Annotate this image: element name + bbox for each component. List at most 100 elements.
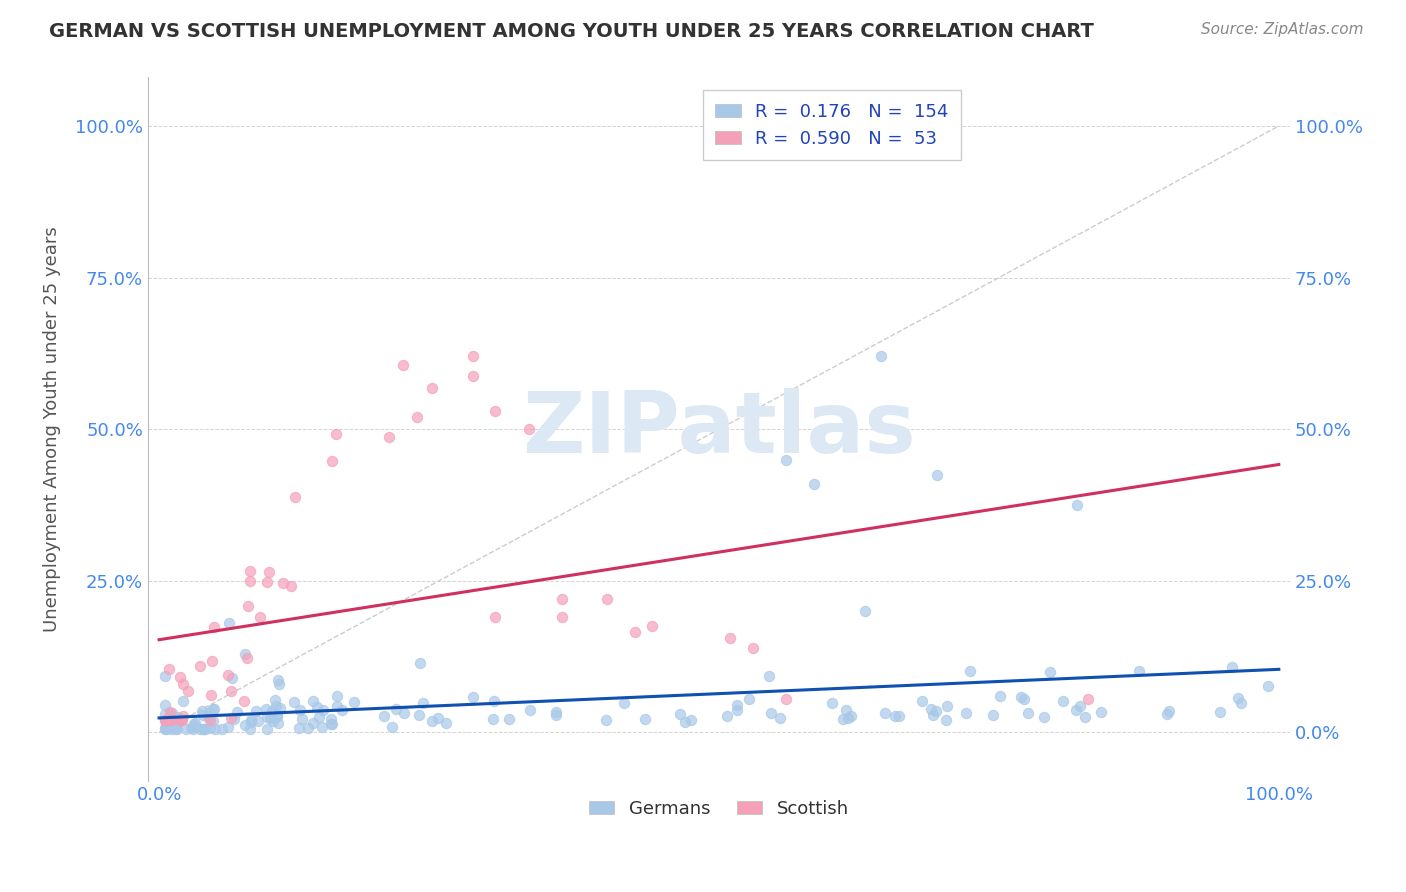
Point bbox=[153, 723, 176, 737]
Point bbox=[373, 709, 395, 723]
Point bbox=[1033, 710, 1056, 724]
Point bbox=[955, 706, 977, 721]
Point bbox=[1010, 690, 1032, 704]
Point bbox=[239, 565, 262, 579]
Point bbox=[266, 716, 288, 731]
Point bbox=[551, 610, 574, 624]
Point bbox=[165, 720, 187, 734]
Point bbox=[284, 490, 307, 504]
Point bbox=[420, 381, 443, 395]
Point bbox=[239, 723, 262, 737]
Point bbox=[155, 717, 177, 731]
Point bbox=[155, 723, 177, 737]
Point bbox=[725, 698, 748, 712]
Point bbox=[758, 668, 780, 682]
Point bbox=[269, 701, 291, 715]
Point bbox=[239, 574, 262, 589]
Point bbox=[321, 454, 343, 468]
Point bbox=[218, 615, 240, 630]
Point bbox=[266, 699, 288, 714]
Point bbox=[256, 710, 278, 724]
Point bbox=[484, 404, 506, 418]
Point bbox=[180, 721, 202, 735]
Y-axis label: Unemployment Among Youth under 25 years: Unemployment Among Youth under 25 years bbox=[44, 227, 60, 632]
Point bbox=[256, 722, 278, 736]
Point bbox=[166, 709, 188, 723]
Point bbox=[889, 709, 911, 723]
Point bbox=[159, 662, 181, 676]
Point bbox=[291, 712, 314, 726]
Point bbox=[775, 452, 797, 467]
Point bbox=[166, 723, 188, 737]
Point bbox=[803, 476, 825, 491]
Point bbox=[249, 610, 271, 624]
Point bbox=[169, 670, 191, 684]
Point bbox=[240, 714, 263, 728]
Point bbox=[170, 714, 193, 728]
Point bbox=[188, 723, 211, 737]
Point bbox=[981, 708, 1004, 723]
Point bbox=[408, 708, 430, 723]
Point bbox=[159, 708, 181, 723]
Point bbox=[839, 709, 862, 723]
Point bbox=[198, 714, 221, 728]
Point bbox=[266, 709, 288, 723]
Point bbox=[759, 706, 782, 721]
Point bbox=[1226, 690, 1249, 705]
Point bbox=[312, 703, 335, 717]
Point bbox=[219, 711, 242, 725]
Point bbox=[233, 694, 256, 708]
Point bbox=[183, 716, 205, 731]
Point bbox=[301, 694, 323, 708]
Point bbox=[172, 693, 194, 707]
Point bbox=[1064, 703, 1087, 717]
Point bbox=[634, 712, 657, 726]
Point bbox=[155, 719, 177, 733]
Point bbox=[377, 430, 399, 444]
Point bbox=[990, 690, 1012, 704]
Point bbox=[233, 718, 256, 732]
Point bbox=[405, 410, 427, 425]
Point bbox=[221, 671, 243, 685]
Point bbox=[321, 717, 343, 731]
Point bbox=[1052, 694, 1074, 708]
Point bbox=[911, 694, 934, 708]
Point bbox=[238, 599, 260, 613]
Point bbox=[461, 369, 484, 384]
Point bbox=[482, 694, 505, 708]
Point bbox=[1257, 679, 1279, 693]
Point bbox=[385, 702, 408, 716]
Point bbox=[738, 691, 761, 706]
Point bbox=[624, 625, 647, 640]
Point bbox=[160, 722, 183, 736]
Point bbox=[741, 640, 763, 655]
Point bbox=[193, 723, 215, 737]
Point bbox=[427, 711, 450, 725]
Point bbox=[194, 723, 217, 737]
Point bbox=[546, 706, 568, 720]
Point bbox=[246, 714, 269, 728]
Text: ZIPatlas: ZIPatlas bbox=[522, 388, 915, 471]
Point bbox=[1209, 706, 1232, 720]
Point bbox=[240, 714, 263, 729]
Point bbox=[1069, 698, 1091, 713]
Point bbox=[330, 703, 353, 717]
Point bbox=[190, 659, 212, 673]
Point bbox=[172, 714, 194, 728]
Point bbox=[191, 708, 214, 723]
Point bbox=[288, 703, 311, 717]
Point bbox=[181, 719, 204, 733]
Point bbox=[641, 619, 664, 633]
Point bbox=[1156, 706, 1178, 721]
Text: Source: ZipAtlas.com: Source: ZipAtlas.com bbox=[1201, 22, 1364, 37]
Point bbox=[308, 710, 330, 724]
Point bbox=[482, 712, 505, 726]
Point bbox=[716, 709, 738, 723]
Point bbox=[198, 722, 221, 736]
Point bbox=[226, 705, 249, 719]
Point bbox=[183, 716, 205, 731]
Point bbox=[153, 714, 176, 728]
Point bbox=[222, 712, 245, 726]
Point bbox=[174, 723, 197, 737]
Point bbox=[546, 707, 568, 722]
